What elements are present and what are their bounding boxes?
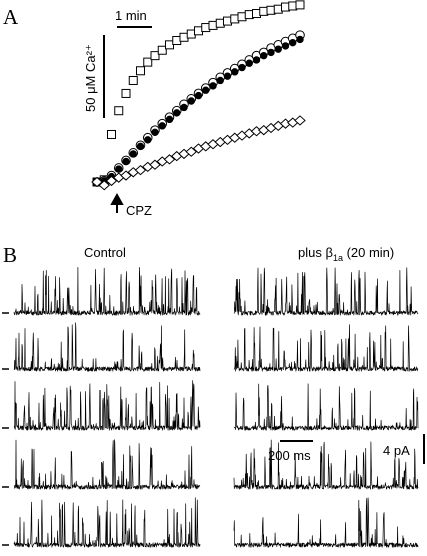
data-point: [165, 115, 174, 124]
data-point: [281, 42, 290, 50]
data-point: [122, 157, 130, 166]
data-point: [144, 136, 152, 144]
trace-line: [233, 439, 419, 490]
trace-line: [233, 267, 419, 316]
calcium-release-chart: [91, 0, 306, 191]
data-point: [157, 45, 167, 55]
data-point: [294, 115, 306, 126]
data-point: [173, 109, 181, 117]
data-point: [289, 38, 297, 47]
trace-line: [13, 322, 201, 372]
data-point: [121, 88, 131, 98]
trace-sweep: [233, 439, 419, 490]
trace-sweep: [233, 383, 419, 431]
concentration-scale-label: 50 μM Ca²⁺: [83, 44, 98, 112]
data-point: [238, 63, 246, 72]
data-point: [260, 51, 268, 60]
data-point: [129, 150, 137, 158]
data-point: [128, 75, 138, 85]
data-point: [149, 159, 161, 170]
trace-line: [233, 324, 419, 372]
data-point: [231, 68, 239, 76]
data-point: [107, 129, 116, 139]
trace-sweep: [2, 266, 201, 316]
current-scale-label: 4 pA: [383, 443, 410, 458]
data-point: [185, 146, 197, 157]
control-label: Control: [84, 245, 126, 260]
data-point: [98, 180, 110, 191]
trace-line: [13, 380, 201, 431]
data-point: [202, 86, 210, 94]
trace-sweep: [233, 324, 419, 372]
data-point: [245, 59, 253, 67]
time-scale-label-b: 200 ms: [268, 448, 311, 463]
data-point: [150, 51, 160, 61]
data-point: [151, 128, 159, 137]
trace-sweep: [2, 439, 201, 490]
data-point: [158, 122, 166, 130]
trace-line: [13, 439, 201, 490]
data-point: [274, 45, 282, 53]
data-point: [143, 57, 153, 67]
data-point: [136, 142, 145, 151]
data-point: [295, 0, 305, 10]
trace-sweep: [2, 380, 201, 431]
trace-sweep: [233, 497, 419, 548]
single-channel-traces: [2, 266, 419, 548]
data-point: [105, 175, 118, 187]
data-point: [209, 82, 217, 90]
cpz-label: CPZ: [126, 203, 152, 218]
data-point: [267, 48, 275, 57]
time-scale-label-a: 1 min: [115, 8, 147, 23]
trace-sweep: [2, 322, 201, 372]
series-open-diamond: [91, 115, 306, 191]
trace-sweep: [2, 497, 201, 548]
data-point: [136, 66, 145, 76]
data-point: [194, 91, 203, 100]
trace-line: [233, 497, 419, 548]
series-filled-circle: [93, 35, 304, 186]
series-open-square: [92, 0, 305, 187]
data-point: [180, 103, 188, 112]
data-point: [163, 154, 176, 165]
trace-line: [233, 383, 419, 431]
data-point: [223, 72, 232, 80]
panel-a-label: A: [3, 5, 19, 29]
trace-sweep: [233, 267, 419, 316]
panel-b-label: B: [3, 243, 17, 267]
data-point: [114, 106, 124, 116]
data-point: [134, 164, 147, 176]
data-point: [120, 170, 132, 181]
data-point: [252, 56, 261, 64]
data-point: [91, 176, 103, 188]
trace-line: [13, 497, 201, 548]
data-point: [115, 165, 123, 173]
data-point: [216, 76, 224, 85]
data-point: [296, 35, 304, 44]
data-point: [187, 97, 195, 105]
trace-line: [13, 266, 201, 316]
treatment-label: plus β1a (20 min): [298, 245, 394, 263]
cpz-arrow-icon: [110, 192, 124, 213]
